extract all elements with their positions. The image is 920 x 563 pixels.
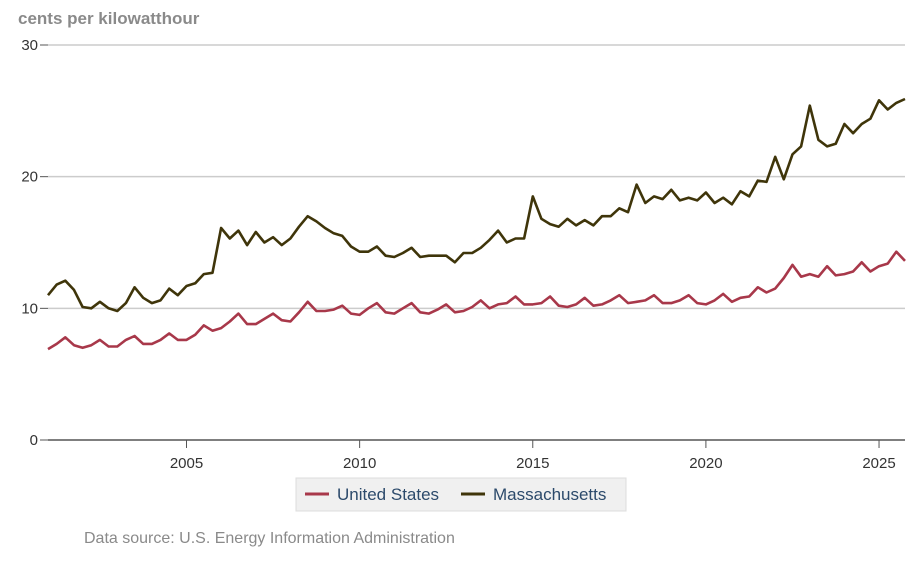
- y-axis-ticks: 0 10 20 30: [21, 37, 48, 449]
- series-line-united-states: [47, 250, 906, 351]
- data-source-note: Data source: U.S. Energy Information Adm…: [84, 530, 455, 547]
- y-tick-label: 20: [21, 169, 38, 186]
- legend-label-massachusetts: Massachusetts: [493, 485, 606, 504]
- legend: United States Massachusetts: [295, 477, 627, 512]
- legend-label-united-states: United States: [337, 485, 439, 504]
- x-tick-label: 2020: [689, 455, 722, 472]
- y-tick-label: 10: [21, 300, 38, 317]
- x-tick-label: 2005: [170, 455, 203, 472]
- series-line-massachusetts: [46, 97, 906, 313]
- x-tick-label: 2025: [862, 455, 895, 472]
- series-lines: [46, 97, 906, 351]
- x-tick-label: 2010: [343, 455, 376, 472]
- y-tick-label: 0: [30, 432, 38, 449]
- y-tick-label: 30: [21, 37, 38, 54]
- y-axis-unit-label: cents per kilowatthour: [18, 9, 200, 28]
- x-axis-ticks: 2005 2010 2015 2020 2025: [48, 439, 905, 472]
- gridlines: [48, 44, 905, 310]
- x-tick-label: 2015: [516, 455, 549, 472]
